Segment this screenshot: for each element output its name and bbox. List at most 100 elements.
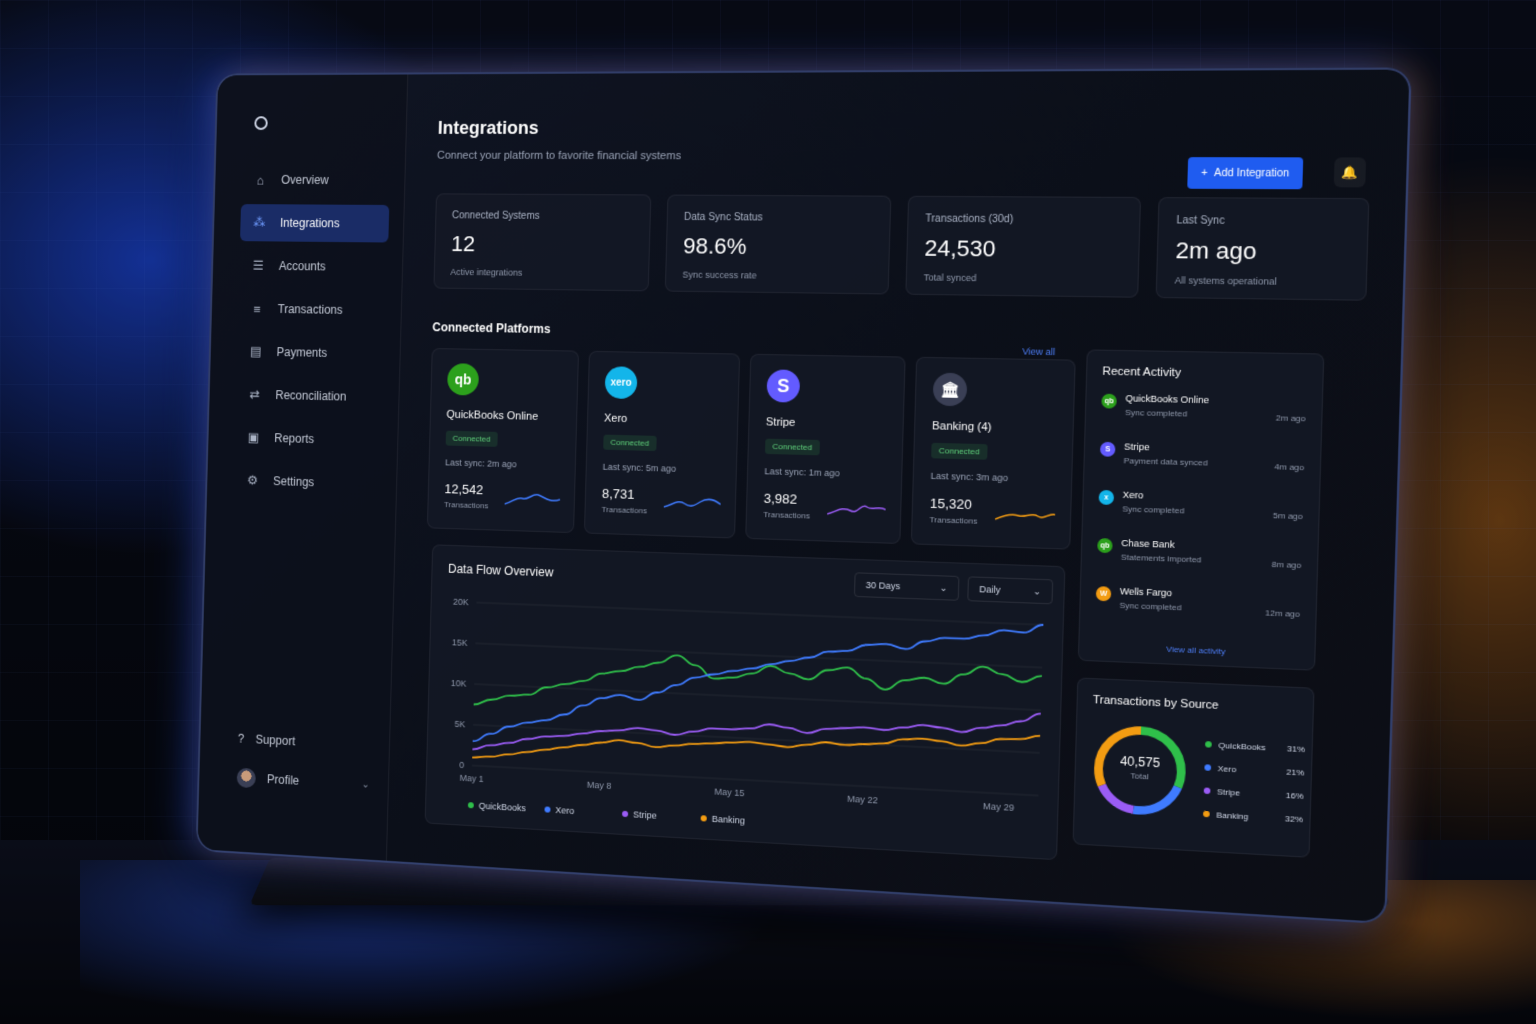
- logo-icon: [254, 116, 268, 130]
- integrations-icon: ⁂: [252, 215, 267, 231]
- stat-label: Connected Systems: [452, 210, 634, 222]
- source-title: Transactions by Source: [1093, 694, 1298, 716]
- view-all-activity-link[interactable]: View all activity: [1094, 642, 1299, 660]
- legend-name: Stripe: [1217, 787, 1240, 798]
- series-line-stripe: [472, 687, 1040, 778]
- gridline: [475, 643, 1042, 667]
- dashboard-window: ⌂ Overview ⁂ Integrations ☰ Accounts ≡ T…: [196, 67, 1412, 924]
- activity-desc: Sync completed: [1119, 601, 1181, 613]
- activity-name: Wells Fargo: [1120, 586, 1182, 599]
- platform-card-stripe[interactable]: S Stripe Connected Last sync: 1m ago 3,9…: [745, 354, 905, 544]
- chase-bank-icon: qb: [1097, 538, 1113, 553]
- legend-pct: 16%: [1286, 790, 1304, 800]
- activity-time: 5m ago: [1273, 511, 1303, 521]
- legend-pct: 32%: [1285, 813, 1303, 824]
- source-legend: QuickBooks 31% Xero 21% Stripe 16% Banking 3…: [1203, 733, 1305, 831]
- status-badge: Connected: [931, 443, 987, 460]
- x-tick-label: May 29: [983, 801, 1015, 813]
- legend-name: Banking: [1216, 810, 1248, 821]
- bell-icon[interactable]: 🔔: [1334, 157, 1366, 187]
- activity-item[interactable]: S Stripe Payment data synced 4m ago: [1099, 441, 1305, 495]
- profile-menu[interactable]: Profile ⌄: [236, 758, 370, 804]
- xero-logo-icon: x: [1099, 490, 1115, 505]
- interval-select-value: Daily: [979, 584, 1001, 595]
- y-tick-label: 5K: [454, 719, 465, 730]
- view-all-platforms-link[interactable]: View all: [1022, 346, 1055, 357]
- sidebar-item-accounts[interactable]: ☰ Accounts: [239, 247, 388, 286]
- platform-card-quickbooks[interactable]: qb QuickBooks Online Connected Last sync…: [427, 348, 579, 533]
- legend-item: Banking 32%: [1203, 802, 1303, 831]
- source-donut: 40,575 Total: [1090, 721, 1191, 820]
- quickbooks-logo-icon: qb: [447, 363, 479, 395]
- activity-name: Chase Bank: [1121, 538, 1202, 551]
- x-tick-label: May 22: [847, 793, 878, 805]
- activity-item[interactable]: qb Chase Bank Statements imported 8m ago: [1096, 537, 1302, 592]
- activity-desc: Sync completed: [1125, 408, 1209, 419]
- quickbooks-logo-icon: qb: [1101, 394, 1117, 409]
- legend-dot: [1204, 787, 1211, 794]
- activity-item[interactable]: qb QuickBooks Online Sync completed 2m ag…: [1100, 393, 1306, 446]
- last-sync: Last sync: 1m ago: [764, 466, 884, 480]
- support-label: Support: [255, 733, 295, 749]
- legend-name: Xero: [1218, 763, 1237, 773]
- stat-note: Total synced: [924, 272, 1121, 285]
- status-badge: Connected: [765, 439, 820, 456]
- platform-card-xero[interactable]: xero Xero Connected Last sync: 5m ago 8,…: [584, 351, 740, 539]
- stat-value: 12: [451, 231, 633, 259]
- stat-note: Sync success rate: [682, 270, 871, 282]
- stat-note: Active integrations: [450, 267, 632, 279]
- interval-select[interactable]: Daily ⌄: [967, 576, 1053, 604]
- sparkline: [995, 500, 1056, 525]
- platform-name: Stripe: [766, 416, 886, 431]
- sidebar-item-label: Reports: [274, 431, 314, 446]
- bank-icon: 🏛: [933, 373, 968, 407]
- add-integration-button[interactable]: + Add Integration: [1187, 157, 1303, 189]
- platform-card-banking[interactable]: 🏛 Banking (4) Connected Last sync: 3m ag…: [911, 357, 1076, 550]
- y-tick-label: 15K: [452, 637, 468, 648]
- range-select-value: 30 Days: [866, 580, 901, 592]
- sidebar-item-label: Payments: [276, 345, 327, 360]
- section-title: Connected Platforms: [432, 320, 551, 336]
- activity-item[interactable]: W Wells Fargo Sync completed 12m ago: [1095, 585, 1301, 641]
- avatar: [237, 768, 256, 789]
- sidebar-item-reports[interactable]: ▣ Reports: [234, 419, 383, 460]
- legend-pct: 31%: [1287, 743, 1305, 753]
- sidebar-item-overview[interactable]: ⌂ Overview: [241, 161, 390, 199]
- legend-pct: 21%: [1286, 767, 1304, 777]
- sidebar-item-settings[interactable]: ⚙ Settings: [233, 461, 382, 503]
- wells-fargo-icon: W: [1096, 586, 1112, 601]
- status-badge: Connected: [446, 431, 498, 447]
- help-icon: ?: [238, 732, 245, 746]
- main-content: Integrations Connect your platform to fa…: [406, 70, 1409, 922]
- sparkline: [505, 486, 561, 510]
- gridline: [474, 684, 1041, 710]
- sidebar-item-label: Integrations: [280, 216, 340, 230]
- sidebar-item-integrations[interactable]: ⁂ Integrations: [240, 204, 389, 242]
- range-select[interactable]: 30 Days ⌄: [854, 572, 960, 601]
- page-subtitle: Connect your platform to favorite financ…: [437, 150, 681, 162]
- donut-center: 40,575 Total: [1091, 752, 1190, 783]
- sidebar-bottom: ? Support Profile ⌄: [236, 719, 371, 804]
- legend-dot: [1205, 741, 1212, 748]
- stat-value: 24,530: [924, 235, 1121, 264]
- stat-value: 98.6%: [683, 233, 873, 261]
- status-badge: Connected: [603, 435, 656, 451]
- transactions-by-source-card: Transactions by Source 40,575 Total Quic…: [1073, 677, 1315, 857]
- sidebar-item-payments[interactable]: ▤ Payments: [237, 333, 386, 373]
- last-sync: Last sync: 3m ago: [931, 471, 1055, 485]
- stat-note: All systems operational: [1175, 275, 1348, 288]
- legend-dot: [468, 802, 474, 808]
- gear-icon: ⚙: [245, 472, 260, 488]
- activity-name: Stripe: [1124, 441, 1208, 454]
- sidebar-item-transactions[interactable]: ≡ Transactions: [238, 290, 387, 330]
- sidebar-item-reconciliation[interactable]: ⇄ Reconciliation: [235, 376, 384, 417]
- platform-name: Banking (4): [932, 420, 1056, 435]
- sidebar-item-label: Settings: [273, 474, 314, 489]
- recent-activity-title: Recent Activity: [1102, 365, 1307, 382]
- stat-label: Data Sync Status: [684, 212, 873, 225]
- recent-activity-card: Recent Activity qb QuickBooks Online Sync…: [1078, 349, 1325, 670]
- stripe-logo-icon: S: [1100, 442, 1116, 457]
- activity-item[interactable]: x Xero Sync completed 5m ago: [1098, 489, 1304, 544]
- sparkline: [827, 496, 886, 520]
- sidebar-item-label: Transactions: [278, 302, 343, 317]
